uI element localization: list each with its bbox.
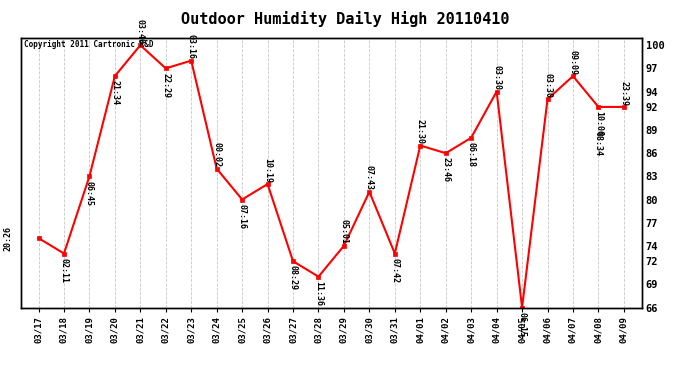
Text: 22:29: 22:29 <box>161 72 170 98</box>
Text: 06:45: 06:45 <box>85 180 94 206</box>
Text: 06:15: 06:15 <box>518 312 526 337</box>
Text: 09:09: 09:09 <box>569 50 578 75</box>
Text: 02:11: 02:11 <box>59 258 68 283</box>
Text: 08:29: 08:29 <box>288 266 297 290</box>
Text: Outdoor Humidity Daily High 20110410: Outdoor Humidity Daily High 20110410 <box>181 11 509 27</box>
Text: 03:30: 03:30 <box>492 65 501 90</box>
Text: 21:30: 21:30 <box>416 119 425 144</box>
Text: 10:19: 10:19 <box>263 158 272 183</box>
Text: 10:06: 10:06 <box>594 111 603 136</box>
Text: 20:26: 20:26 <box>3 226 12 251</box>
Text: 05:01: 05:01 <box>339 219 348 245</box>
Text: 07:16: 07:16 <box>237 204 246 229</box>
Text: 03:30: 03:30 <box>543 73 552 98</box>
Text: 11:36: 11:36 <box>314 281 323 306</box>
Text: 03:16: 03:16 <box>187 34 196 59</box>
Text: 06:18: 06:18 <box>466 142 475 167</box>
Text: Copyright 2011 Cartronic R&D: Copyright 2011 Cartronic R&D <box>23 40 153 49</box>
Text: 07:42: 07:42 <box>391 258 400 283</box>
Text: 23:39: 23:39 <box>620 81 629 105</box>
Text: 00:02: 00:02 <box>212 142 221 167</box>
Text: 08:34: 08:34 <box>594 130 603 156</box>
Text: 03:40: 03:40 <box>136 19 145 44</box>
Text: 23:46: 23:46 <box>441 158 451 182</box>
Text: 21:34: 21:34 <box>110 80 119 105</box>
Text: 07:43: 07:43 <box>365 165 374 190</box>
